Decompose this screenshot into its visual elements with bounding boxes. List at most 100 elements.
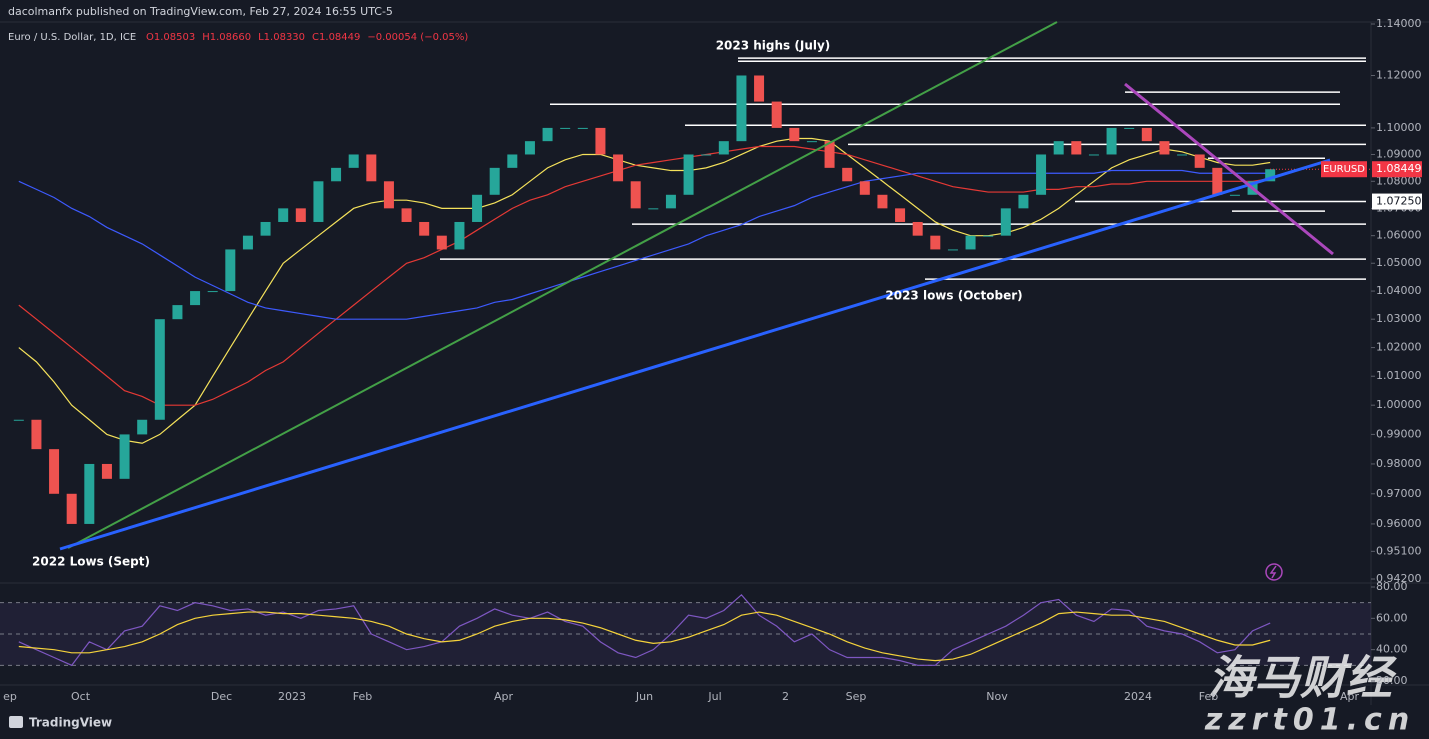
x-tick-label: Jun <box>635 690 653 703</box>
candle <box>1018 194 1029 209</box>
rsi-tick-label: 20.00 <box>1376 674 1408 687</box>
candle <box>754 75 765 102</box>
candle <box>313 181 324 222</box>
candle <box>225 249 236 292</box>
rsi-line <box>18 593 1271 667</box>
y-tick-label: 1.06000 <box>1376 229 1422 242</box>
candle <box>613 154 624 182</box>
candle <box>1000 208 1011 236</box>
candle <box>84 463 95 524</box>
candle <box>1088 154 1099 156</box>
rsi-tick-label: 60.00 <box>1376 611 1408 624</box>
candle <box>542 127 553 142</box>
candle <box>824 141 835 168</box>
level-tag-label: 1.07250 <box>1376 195 1422 208</box>
candle <box>895 208 906 222</box>
candle <box>842 167 853 182</box>
x-tick-label: Apr <box>494 690 514 703</box>
moving-average <box>18 145 1271 406</box>
x-tick-label: 2024 <box>1124 690 1152 703</box>
drawings <box>59 21 1334 551</box>
level-tag <box>1372 193 1422 210</box>
candle <box>965 235 976 250</box>
price-tag <box>1372 161 1422 178</box>
y-tick-label: 1.14000 <box>1376 17 1422 30</box>
x-tick-label: Jul <box>707 690 721 703</box>
candle <box>1053 141 1064 155</box>
candle <box>119 434 130 479</box>
candle <box>577 127 588 129</box>
rsi-band <box>0 602 1371 666</box>
candle <box>137 419 148 435</box>
candle <box>665 194 676 209</box>
ohlc-legend: O1.08503 H1.08660 L1.08330 C1.08449 −0.00054… <box>146 32 468 43</box>
candle <box>331 167 342 182</box>
y-tick-label: 1.05000 <box>1376 256 1422 269</box>
candle <box>736 75 747 142</box>
annotation: 2022 Lows (Sept) <box>32 555 150 569</box>
candle <box>930 235 941 250</box>
candle <box>630 181 641 209</box>
candle <box>524 141 535 155</box>
alert-icon[interactable] <box>1265 563 1283 581</box>
candle <box>154 319 165 420</box>
trendline <box>1124 82 1334 256</box>
candle <box>366 154 377 182</box>
y-tick-label: 1.02000 <box>1376 341 1422 354</box>
candle <box>1036 154 1047 195</box>
annotation: 2023 highs (July) <box>716 39 831 53</box>
candle <box>912 221 923 236</box>
candle <box>983 235 994 237</box>
candle <box>278 208 289 222</box>
x-tick-label: 2 <box>782 690 789 703</box>
alert-icon-bolt <box>1269 565 1277 579</box>
candle <box>172 305 183 320</box>
y-tick-label: 0.94200 <box>1376 572 1422 585</box>
candle <box>560 127 571 129</box>
candle <box>489 167 500 195</box>
candle <box>789 127 800 142</box>
y-tick-label: 0.98000 <box>1376 457 1422 470</box>
source-line: dacolmanfx published on TradingView.com,… <box>8 5 393 18</box>
candle <box>101 463 112 479</box>
candle <box>207 291 218 293</box>
plot <box>0 57 1371 667</box>
y-tick-label: 0.97000 <box>1376 487 1422 500</box>
candle <box>877 194 888 209</box>
x-tick-label: Feb <box>353 690 372 703</box>
candle <box>454 221 465 250</box>
symbol: Euro / U.S. Dollar, 1D, ICE <box>8 32 136 43</box>
candle <box>648 208 659 210</box>
y-tick-label: 0.99000 <box>1376 427 1422 440</box>
candle <box>1229 194 1240 196</box>
y-tick-label: 1.01000 <box>1376 369 1422 382</box>
brand: TradingView <box>29 716 112 730</box>
candle <box>947 249 958 251</box>
ohlc-value: −0.00054 (−0.05%) <box>367 32 468 43</box>
y-tick-label: 1.00000 <box>1376 398 1422 411</box>
x-tick-label: Nov <box>986 690 1008 703</box>
candle <box>683 154 694 195</box>
candle <box>383 181 394 209</box>
candle <box>595 127 606 155</box>
candle <box>1177 154 1188 156</box>
trendline <box>67 21 1058 549</box>
y-tick-label: 0.96000 <box>1376 517 1422 530</box>
candle <box>771 101 782 128</box>
rsi-tick-label: 40.00 <box>1376 643 1408 656</box>
symbol-tag-label: EURUSD <box>1323 164 1365 175</box>
y-tick-label: 1.04000 <box>1376 284 1422 297</box>
x-tick-label: 2023 <box>278 690 306 703</box>
watermark-url: zzrt01.cn <box>1204 703 1415 738</box>
axes: 1.140001.120001.100001.090001.080001.070… <box>3 17 1422 703</box>
candle <box>859 181 870 195</box>
x-tick-label: Oct <box>71 690 91 703</box>
candle <box>436 235 447 250</box>
candle <box>1106 127 1117 155</box>
candle <box>507 154 518 168</box>
y-tick-label: 1.08000 <box>1376 174 1422 187</box>
x-tick-label: Dec <box>211 690 232 703</box>
x-tick-label: ep <box>3 690 17 703</box>
brand-logo <box>9 716 23 728</box>
